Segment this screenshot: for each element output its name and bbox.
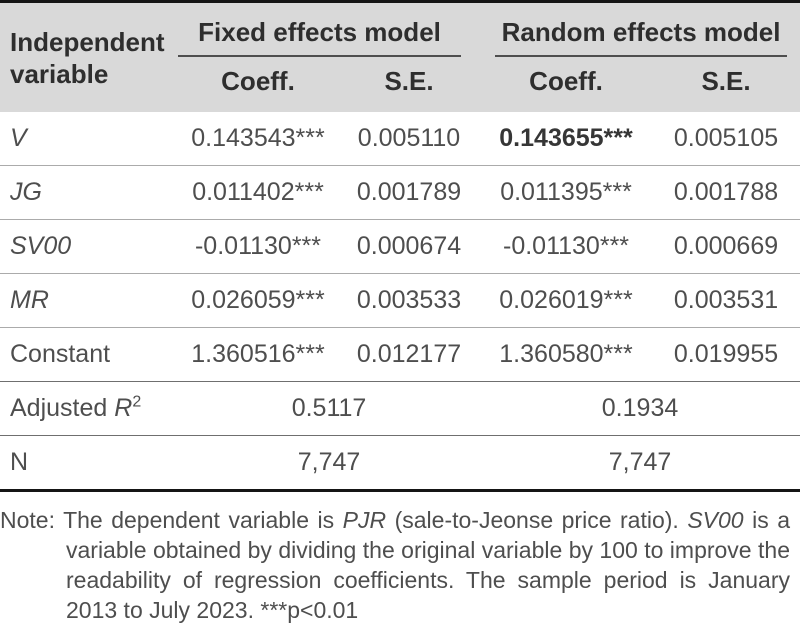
adjusted-r2-fe-value: 0.5117 bbox=[291, 394, 367, 422]
header-group-row: Independent variable Fixed effects model… bbox=[0, 1, 800, 112]
re-coeff-cell: 0.026019*** bbox=[499, 286, 633, 314]
table-header: Independent variable Fixed effects model… bbox=[0, 1, 800, 112]
fixed-effects-label: Fixed effects model bbox=[198, 17, 441, 47]
fe-coeff-cell: -0.01130*** bbox=[194, 232, 322, 260]
header-random-effects-model: Random effects model bbox=[480, 1, 800, 57]
note-text-segment: The dependent variable is bbox=[54, 507, 343, 533]
table-row-constant: Constant 1.360516*** 0.012177 1.360580**… bbox=[0, 327, 800, 382]
n-re-value: 7,747 bbox=[608, 448, 672, 476]
fe-coeff-cell: 1.360516*** bbox=[191, 340, 325, 368]
note-label: Note: bbox=[0, 507, 55, 533]
fe-coeff-cell: 0.143543*** bbox=[191, 124, 325, 152]
re-se-cell: 0.000669 bbox=[673, 232, 779, 260]
table-row-jg: JG 0.011402*** 0.001789 0.011395*** 0.00… bbox=[0, 165, 800, 220]
header-re-se: S.E. bbox=[652, 57, 800, 112]
table-row-n: N 7,747 7,747 bbox=[0, 435, 800, 491]
header-sub-row: Coeff. S.E. Coeff. S.E. bbox=[0, 57, 800, 112]
table-row-sv00: SV00 -0.01130*** 0.000674 -0.01130*** 0.… bbox=[0, 219, 800, 274]
random-effects-label: Random effects model bbox=[501, 17, 781, 47]
note-text-segment: (sale-to-Jeonse price ratio). bbox=[386, 507, 688, 533]
re-se-cell: 0.003531 bbox=[673, 286, 779, 314]
regression-results-page: Independent variable Fixed effects model… bbox=[0, 0, 800, 625]
table-row-adjusted-r2: Adjusted R2 0.5117 0.1934 bbox=[0, 381, 800, 436]
table-row-mr: MR 0.026059*** 0.003533 0.026019*** 0.00… bbox=[0, 273, 800, 328]
n-label: N bbox=[10, 448, 29, 476]
row-label: MR bbox=[10, 286, 49, 314]
table-row-v: V 0.143543*** 0.005110 0.143655*** 0.005… bbox=[0, 112, 800, 166]
fe-se-cell: 0.005110 bbox=[357, 124, 461, 152]
row-label: V bbox=[10, 124, 27, 152]
note-variable-pjr: PJR bbox=[342, 507, 387, 533]
re-coeff-cell: -0.01130*** bbox=[503, 232, 630, 260]
fe-se-cell: 0.000674 bbox=[356, 232, 462, 260]
header-fe-coeff: Coeff. bbox=[178, 57, 338, 112]
row-label: JG bbox=[10, 178, 42, 206]
note-text-segment: is a variable obtained by dividing the o… bbox=[66, 507, 791, 623]
adjusted-r2-re-value: 0.1934 bbox=[601, 394, 679, 422]
random-effects-group-underline: Random effects model bbox=[495, 3, 788, 57]
re-coeff-cell: 1.360580*** bbox=[499, 340, 633, 368]
fe-coeff-cell: 0.011402*** bbox=[192, 178, 324, 206]
fe-se-cell: 0.001789 bbox=[356, 178, 462, 206]
header-independent-variable: Independent variable bbox=[0, 1, 178, 112]
row-label: Constant bbox=[10, 340, 111, 368]
row-label: SV00 bbox=[10, 232, 72, 260]
re-se-cell: 0.005105 bbox=[673, 124, 779, 152]
header-fe-se: S.E. bbox=[338, 57, 481, 112]
fixed-effects-group-underline: Fixed effects model bbox=[178, 3, 462, 57]
re-coeff-cell: 0.143655*** bbox=[499, 124, 633, 152]
adjusted-r2-label: Adjusted R2 bbox=[10, 393, 142, 422]
re-se-cell: 0.001788 bbox=[673, 178, 779, 206]
regression-results-table: Independent variable Fixed effects model… bbox=[0, 0, 800, 492]
n-fe-value: 7,747 bbox=[297, 448, 361, 476]
table-note: Note: The dependent variable is PJR (sal… bbox=[0, 505, 800, 625]
note-variable-sv00: SV00 bbox=[687, 507, 744, 533]
table-body: V 0.143543*** 0.005110 0.143655*** 0.005… bbox=[0, 112, 800, 491]
re-coeff-cell: 0.011395*** bbox=[500, 178, 632, 206]
fe-se-cell: 0.012177 bbox=[356, 340, 462, 368]
header-fixed-effects-model: Fixed effects model bbox=[178, 1, 481, 57]
fe-se-cell: 0.003533 bbox=[356, 286, 462, 314]
fe-coeff-cell: 0.026059*** bbox=[191, 286, 325, 314]
re-se-cell: 0.019955 bbox=[673, 340, 779, 368]
header-re-coeff: Coeff. bbox=[480, 57, 653, 112]
